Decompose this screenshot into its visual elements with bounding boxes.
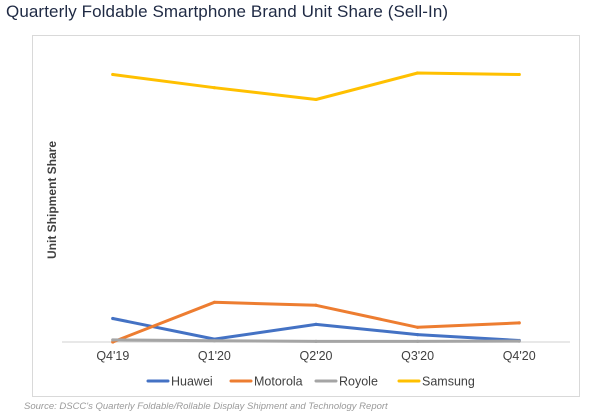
- data-point-huawei: [416, 333, 420, 337]
- data-point-motorola: [517, 321, 521, 325]
- data-point-samsung: [416, 71, 420, 75]
- data-point-samsung: [212, 86, 216, 90]
- data-point-royole: [111, 338, 115, 342]
- data-point-huawei: [314, 322, 318, 326]
- x-tick-label: Q3'20: [401, 349, 434, 363]
- series-line-huawei: [111, 317, 521, 342]
- x-tick-label: Q4'19: [96, 349, 129, 363]
- x-tick-label: Q1'20: [198, 349, 231, 363]
- data-point-huawei: [111, 316, 115, 321]
- source-note: Source: DSCC's Quarterly Foldable/Rollab…: [24, 401, 388, 412]
- data-point-samsung: [517, 72, 521, 77]
- data-point-royole: [212, 339, 216, 343]
- x-tick-label: Q2'20: [300, 349, 333, 363]
- data-point-samsung: [111, 72, 115, 77]
- page-title: Quarterly Foldable Smartphone Brand Unit…: [6, 2, 449, 21]
- data-point-motorola: [212, 300, 216, 304]
- data-point-samsung: [314, 97, 318, 102]
- data-point-royole: [314, 339, 318, 344]
- legend-label-samsung: Samsung: [422, 375, 475, 389]
- legend-label-huawei: Huawei: [171, 375, 213, 389]
- data-point-royole: [416, 339, 420, 344]
- legend-label-motorola: Motorola: [254, 375, 303, 389]
- series-layer: [111, 71, 521, 344]
- legend-label-royole: Royole: [339, 375, 378, 389]
- data-point-motorola: [416, 325, 420, 329]
- data-point-royole: [517, 339, 521, 343]
- axis-layer: Q4'19 Q1'20 Q2'20 Q3'20 Q4'20: [62, 341, 570, 363]
- legend: Huawei Motorola Royole Samsung: [146, 375, 475, 389]
- series-line-samsung: [111, 71, 521, 101]
- x-tick-label: Q4'20: [503, 349, 536, 363]
- data-point-motorola: [314, 303, 318, 307]
